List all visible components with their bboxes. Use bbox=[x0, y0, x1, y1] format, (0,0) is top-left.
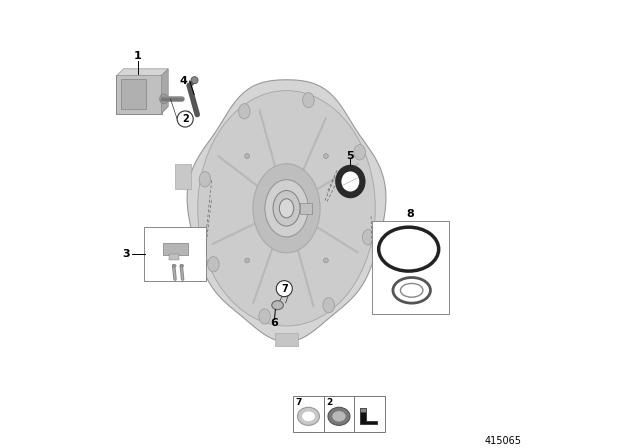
FancyBboxPatch shape bbox=[144, 228, 206, 280]
Ellipse shape bbox=[239, 103, 250, 119]
Ellipse shape bbox=[180, 264, 184, 267]
Ellipse shape bbox=[302, 411, 315, 421]
Circle shape bbox=[323, 154, 328, 159]
Ellipse shape bbox=[198, 90, 375, 326]
FancyBboxPatch shape bbox=[121, 79, 147, 109]
Polygon shape bbox=[360, 408, 377, 424]
Text: 415065: 415065 bbox=[484, 436, 522, 446]
Ellipse shape bbox=[303, 92, 314, 108]
Ellipse shape bbox=[354, 145, 365, 160]
FancyBboxPatch shape bbox=[372, 221, 449, 314]
FancyBboxPatch shape bbox=[300, 203, 312, 214]
Ellipse shape bbox=[253, 164, 320, 253]
Polygon shape bbox=[187, 80, 386, 342]
Circle shape bbox=[191, 77, 198, 84]
Ellipse shape bbox=[332, 411, 346, 422]
Ellipse shape bbox=[298, 407, 319, 426]
Ellipse shape bbox=[323, 297, 335, 313]
Text: 2: 2 bbox=[326, 398, 332, 407]
FancyBboxPatch shape bbox=[169, 254, 179, 260]
Ellipse shape bbox=[362, 230, 374, 245]
Polygon shape bbox=[117, 69, 168, 75]
FancyBboxPatch shape bbox=[163, 243, 188, 255]
Text: 2: 2 bbox=[182, 114, 189, 124]
Ellipse shape bbox=[279, 199, 294, 218]
Circle shape bbox=[244, 258, 250, 263]
Text: 1: 1 bbox=[134, 52, 141, 61]
Text: 4: 4 bbox=[180, 76, 188, 86]
Circle shape bbox=[244, 154, 250, 159]
FancyBboxPatch shape bbox=[292, 396, 385, 432]
Ellipse shape bbox=[259, 309, 271, 324]
Text: 7: 7 bbox=[296, 398, 302, 407]
Ellipse shape bbox=[335, 165, 365, 198]
Circle shape bbox=[276, 280, 292, 297]
Ellipse shape bbox=[173, 264, 176, 267]
Ellipse shape bbox=[160, 94, 168, 104]
Ellipse shape bbox=[273, 190, 300, 226]
FancyBboxPatch shape bbox=[175, 164, 191, 189]
Ellipse shape bbox=[272, 301, 284, 310]
Polygon shape bbox=[360, 408, 366, 412]
Text: 5: 5 bbox=[346, 151, 354, 161]
Ellipse shape bbox=[207, 257, 219, 272]
Text: 6: 6 bbox=[271, 318, 278, 328]
Ellipse shape bbox=[199, 172, 211, 187]
Text: 3: 3 bbox=[122, 249, 130, 259]
Text: 8: 8 bbox=[406, 209, 414, 219]
Ellipse shape bbox=[328, 407, 350, 426]
FancyBboxPatch shape bbox=[116, 74, 163, 114]
Ellipse shape bbox=[265, 180, 308, 237]
Circle shape bbox=[177, 111, 193, 127]
Polygon shape bbox=[161, 69, 168, 113]
Ellipse shape bbox=[341, 172, 359, 192]
Circle shape bbox=[323, 258, 328, 263]
Text: 7: 7 bbox=[281, 284, 287, 293]
FancyBboxPatch shape bbox=[275, 332, 298, 346]
